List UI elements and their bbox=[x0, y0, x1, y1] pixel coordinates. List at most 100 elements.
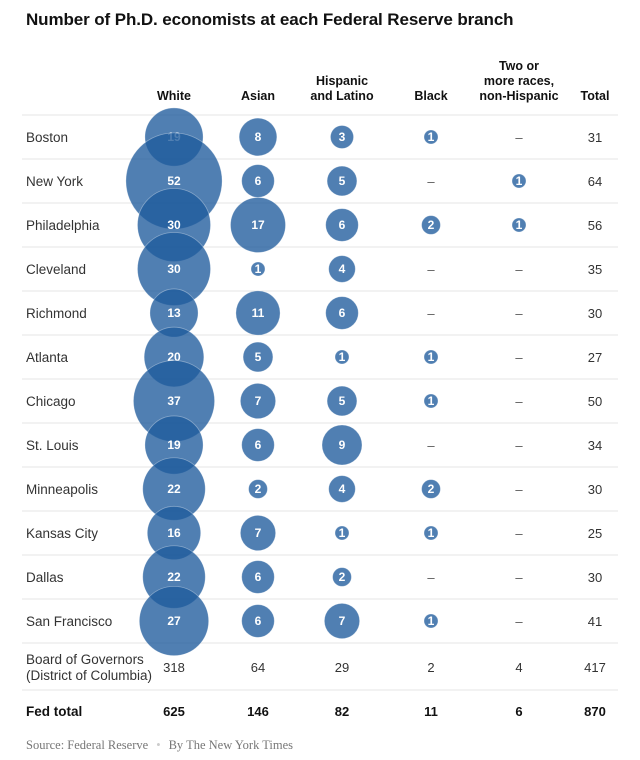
missing-value: – bbox=[515, 482, 523, 497]
missing-value: – bbox=[515, 394, 523, 409]
fed-total-value-total: 870 bbox=[584, 704, 606, 719]
board-value-two-or-more-races-non-hispanic: 4 bbox=[515, 660, 522, 675]
total-value-minneapolis: 30 bbox=[588, 482, 602, 497]
bubble-label-kansas-city-black: 1 bbox=[428, 526, 435, 540]
bubble-kansas-city-asian bbox=[239, 514, 277, 552]
bubble-label-kansas-city-hispanic-and-latino: 1 bbox=[339, 526, 346, 540]
bubble-label-minneapolis-white: 22 bbox=[167, 482, 181, 496]
total-value-dallas: 30 bbox=[588, 570, 602, 585]
bubble-cleveland-hispanic-and-latino bbox=[328, 255, 356, 283]
missing-value: – bbox=[427, 438, 435, 453]
bubble-label-atlanta-asian: 5 bbox=[255, 350, 262, 364]
bubble-richmond-asian bbox=[235, 290, 281, 336]
row-label-st-louis: St. Louis bbox=[26, 438, 79, 453]
fed-total-value-two-or-more-races-non-hispanic: 6 bbox=[515, 704, 522, 719]
bubble-label-chicago-hispanic-and-latino: 5 bbox=[339, 394, 346, 408]
total-value-kansas-city: 25 bbox=[588, 526, 602, 541]
missing-value: – bbox=[515, 526, 523, 541]
row-label-philadelphia: Philadelphia bbox=[26, 218, 100, 233]
column-header-line: non-Hispanic bbox=[479, 89, 558, 103]
bubble-label-chicago-white: 37 bbox=[167, 394, 181, 408]
bubble-label-san-francisco-black: 1 bbox=[428, 614, 435, 628]
column-header-line: Hispanic bbox=[316, 74, 368, 88]
bubble-boston-hispanic-and-latino bbox=[330, 125, 354, 149]
bubble-kansas-city-hispanic-and-latino bbox=[334, 525, 350, 541]
bubble-minneapolis-black bbox=[421, 479, 441, 499]
bubble-label-minneapolis-hispanic-and-latino: 4 bbox=[339, 482, 346, 496]
bubble-label-dallas-white: 22 bbox=[167, 570, 181, 584]
board-value-black: 2 bbox=[427, 660, 434, 675]
column-header-hispanic-and-latino: Hispanic and Latino bbox=[310, 74, 374, 103]
board-value-asian: 64 bbox=[251, 660, 265, 675]
bubble-label-boston-asian: 8 bbox=[255, 130, 262, 144]
missing-value: – bbox=[427, 306, 435, 321]
bubble-label-kansas-city-white: 16 bbox=[167, 526, 181, 540]
bubble-label-new-york-white: 52 bbox=[167, 174, 181, 188]
bubble-new-york-asian bbox=[241, 164, 275, 198]
bubble-label-dallas-asian: 6 bbox=[255, 570, 262, 584]
bubble-label-san-francisco-asian: 6 bbox=[255, 614, 262, 628]
bubble-label-st-louis-hispanic-and-latino: 9 bbox=[339, 438, 346, 452]
missing-value: – bbox=[515, 570, 523, 585]
bubble-chicago-black bbox=[423, 393, 439, 409]
bubble-label-atlanta-hispanic-and-latino: 1 bbox=[339, 350, 346, 364]
bubble-label-minneapolis-asian: 2 bbox=[255, 482, 262, 496]
total-value-chicago: 50 bbox=[588, 394, 602, 409]
bubble-label-new-york-two-or-more-races-non-hispanic: 1 bbox=[516, 174, 523, 188]
total-value-cleveland: 35 bbox=[588, 262, 602, 277]
board-value-total: 417 bbox=[584, 660, 606, 675]
row-label-cleveland: Cleveland bbox=[26, 262, 86, 277]
row-label-san-francisco: San Francisco bbox=[26, 614, 112, 629]
column-header-total: Total bbox=[581, 89, 610, 103]
source-line: Source: Federal Reserve • By The New York … bbox=[26, 738, 293, 753]
bubble-st-louis-asian bbox=[241, 428, 275, 462]
bubble-label-cleveland-white: 30 bbox=[167, 262, 181, 276]
bubble-label-boston-hispanic-and-latino: 3 bbox=[339, 130, 346, 144]
column-header-two-or-more-races-non-hispanic: Two or more races, non-Hispanic bbox=[479, 59, 558, 103]
row-label-richmond: Richmond bbox=[26, 306, 87, 321]
total-value-atlanta: 27 bbox=[588, 350, 602, 365]
bubble-label-dallas-hispanic-and-latino: 2 bbox=[339, 570, 346, 584]
bubble-new-york-hispanic-and-latino bbox=[326, 165, 358, 197]
footer-separator: • bbox=[156, 738, 161, 752]
bubble-label-richmond-hispanic-and-latino: 6 bbox=[339, 306, 346, 320]
credit-text: By The New York Times bbox=[168, 738, 294, 752]
bubble-san-francisco-white bbox=[138, 585, 210, 657]
column-header-line: Total bbox=[581, 89, 610, 103]
bubble-san-francisco-black bbox=[423, 613, 439, 629]
total-value-richmond: 30 bbox=[588, 306, 602, 321]
bubble-san-francisco-asian bbox=[241, 604, 275, 638]
missing-value: – bbox=[427, 262, 435, 277]
row-label-new-york: New York bbox=[26, 174, 83, 189]
bubble-label-new-york-asian: 6 bbox=[255, 174, 262, 188]
bubble-chicago-asian bbox=[239, 382, 277, 420]
board-value-hispanic-and-latino: 29 bbox=[335, 660, 349, 675]
bubble-label-cleveland-asian: 1 bbox=[255, 262, 262, 276]
source-text: Source: Federal Reserve bbox=[26, 738, 149, 752]
column-header-black: Black bbox=[414, 89, 447, 103]
column-header-line: White bbox=[157, 89, 191, 103]
board-value-white: 318 bbox=[163, 660, 185, 675]
row-label-fed-total: Fed total bbox=[26, 704, 82, 719]
bubble-philadelphia-black bbox=[421, 215, 441, 235]
bubble-label-philadelphia-white: 30 bbox=[167, 218, 181, 232]
bubble-minneapolis-asian bbox=[248, 479, 268, 499]
column-header-line: Black bbox=[414, 89, 447, 103]
fed-total-value-hispanic-and-latino: 82 bbox=[335, 704, 349, 719]
bubble-label-philadelphia-asian: 17 bbox=[251, 218, 265, 232]
bubble-label-atlanta-black: 1 bbox=[428, 350, 435, 364]
column-header-line: and Latino bbox=[310, 89, 374, 103]
missing-value: – bbox=[515, 438, 523, 453]
column-header-line: Two or bbox=[499, 59, 539, 73]
bubble-philadelphia-hispanic-and-latino bbox=[325, 208, 359, 242]
row-label-chicago: Chicago bbox=[26, 394, 76, 409]
bubble-st-louis-hispanic-and-latino bbox=[321, 424, 363, 466]
row-label-board-of-governors: Board of Governors (District of Columbia) bbox=[26, 652, 152, 683]
missing-value: – bbox=[515, 350, 523, 365]
bubble-label-chicago-black: 1 bbox=[428, 394, 435, 408]
total-value-philadelphia: 56 bbox=[588, 218, 602, 233]
missing-value: – bbox=[427, 174, 435, 189]
column-header-line: Asian bbox=[241, 89, 275, 103]
total-value-st-louis: 34 bbox=[588, 438, 602, 453]
bubble-new-york-two-or-more-races-non-hispanic bbox=[511, 173, 527, 189]
